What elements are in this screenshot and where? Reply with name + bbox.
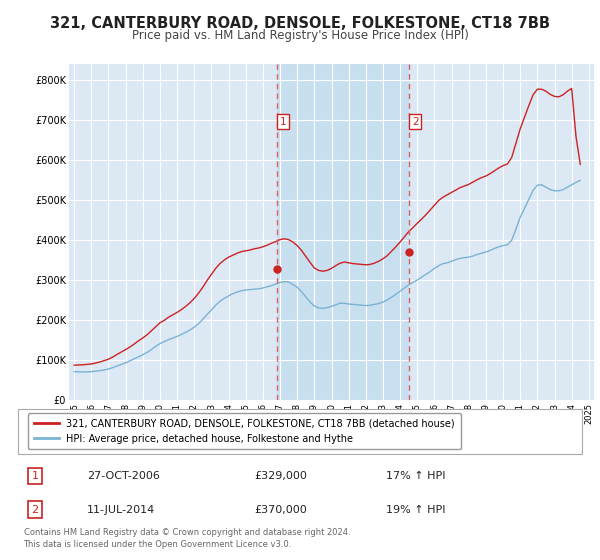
Text: 17% ↑ HPI: 17% ↑ HPI [386,471,446,481]
Legend: 321, CANTERBURY ROAD, DENSOLE, FOLKESTONE, CT18 7BB (detached house), HPI: Avera: 321, CANTERBURY ROAD, DENSOLE, FOLKESTON… [28,413,461,450]
Text: 2: 2 [31,505,38,515]
FancyBboxPatch shape [18,409,582,454]
Text: £370,000: £370,000 [254,505,307,515]
Text: 321, CANTERBURY ROAD, DENSOLE, FOLKESTONE, CT18 7BB: 321, CANTERBURY ROAD, DENSOLE, FOLKESTON… [50,16,550,31]
Text: 19% ↑ HPI: 19% ↑ HPI [386,505,446,515]
Text: Price paid vs. HM Land Registry's House Price Index (HPI): Price paid vs. HM Land Registry's House … [131,29,469,42]
Bar [277,64,409,400]
Text: 2: 2 [412,116,418,127]
Text: 1: 1 [280,116,286,127]
Text: £329,000: £329,000 [254,471,307,481]
Text: Contains HM Land Registry data © Crown copyright and database right 2024.
This d: Contains HM Land Registry data © Crown c… [23,528,350,549]
Text: 27-OCT-2006: 27-OCT-2006 [87,471,160,481]
Text: 11-JUL-2014: 11-JUL-2014 [87,505,155,515]
Text: 1: 1 [32,471,38,481]
